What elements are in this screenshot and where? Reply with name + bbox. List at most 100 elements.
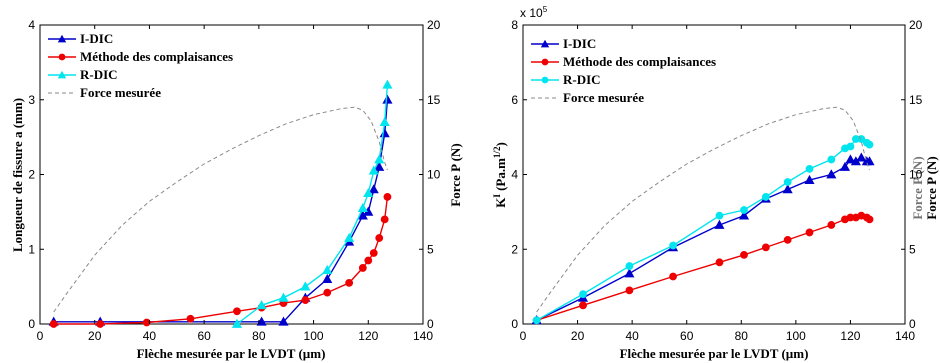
data-point-r-dic <box>532 316 541 325</box>
y2-axis-label: Force P (N) <box>448 143 463 206</box>
data-point-methode-des-complaisances <box>142 318 151 327</box>
data-point-r-dic <box>579 290 587 299</box>
y-tick-label: 6 <box>511 93 518 107</box>
data-point-methode-des-complaisances <box>323 288 332 297</box>
legend-label-r-dic: R-DIC <box>80 67 118 82</box>
series-line-methode-des-complaisances <box>53 196 389 325</box>
data-point-methode-des-complaisances <box>783 236 792 244</box>
y-tick-label: 8 <box>511 18 518 32</box>
data-point-methode-des-complaisances <box>579 301 587 310</box>
data-point-r-dic <box>846 142 855 151</box>
data-point-r-dic <box>669 241 677 250</box>
data-point-r-dic <box>374 154 385 164</box>
legend-marker-methode-des-complaisances <box>541 58 549 66</box>
data-point-methode-des-complaisances <box>301 296 310 304</box>
data-point-methode-des-complaisances <box>383 193 392 201</box>
legend-marker-r-dic <box>541 76 549 84</box>
x-tick-label: 100 <box>304 329 324 343</box>
data-point-r-dic <box>625 262 634 270</box>
data-point-r-dic <box>827 155 836 164</box>
x-tick-label: 120 <box>358 329 378 343</box>
data-point-r-dic <box>865 140 874 149</box>
series-line-force-mesuree <box>53 106 388 313</box>
y2-axis-label-ghost: Force P (N) <box>910 156 925 219</box>
y2-tick-label: 0 <box>427 317 434 331</box>
legend-marker-r-dic <box>57 70 67 79</box>
data-point-i-dic <box>374 161 385 171</box>
data-point-methode-des-complaisances <box>364 256 373 265</box>
data-point-i-dic <box>322 273 333 284</box>
data-point-i-dic <box>379 128 390 138</box>
data-point-r-dic <box>740 206 748 214</box>
data-point-methode-des-complaisances <box>380 215 389 224</box>
data-point-i-dic <box>368 184 379 194</box>
data-point-i-dic <box>856 152 867 162</box>
legend-marker-i-dic <box>57 34 67 43</box>
y-tick-label: 0 <box>511 317 518 331</box>
data-point-i-dic <box>624 268 635 278</box>
y-axis-label: Longueur de fissure a (mm) <box>10 98 25 252</box>
data-point-methode-des-complaisances <box>865 215 874 224</box>
legend-label-force-mesuree: Force mesurée <box>563 90 644 105</box>
x-tick-label: 20 <box>571 329 585 343</box>
legend-label-i-dic: I-DIC <box>563 36 596 51</box>
x-tick-label: 140 <box>413 329 433 343</box>
data-point-r-dic <box>231 318 243 328</box>
data-point-methode-des-complaisances <box>186 314 195 323</box>
y-tick-label: 1 <box>28 242 35 256</box>
data-point-i-dic <box>804 174 815 184</box>
x-tick-label: 40 <box>625 329 639 343</box>
data-point-i-dic <box>256 316 267 326</box>
x-tick-label: 0 <box>520 329 527 343</box>
y2-tick-label: 15 <box>427 93 441 107</box>
data-point-r-dic <box>363 187 374 198</box>
data-point-r-dic <box>357 202 368 212</box>
data-point-r-dic <box>322 264 333 275</box>
x-tick-label: 60 <box>197 329 211 343</box>
data-point-i-dic <box>826 169 837 179</box>
y2-tick-label: 0 <box>909 317 916 331</box>
y2-tick-label: 10 <box>427 168 441 182</box>
data-point-methode-des-complaisances <box>827 221 836 229</box>
legend-label-r-dic: R-DIC <box>563 72 601 87</box>
x-tick-label: 60 <box>680 329 694 343</box>
data-point-methode-des-complaisances <box>669 272 677 281</box>
data-point-methode-des-complaisances <box>740 250 748 259</box>
data-point-methode-des-complaisances <box>369 249 378 257</box>
data-point-r-dic <box>761 193 770 201</box>
data-point-methode-des-complaisances <box>375 234 384 242</box>
y-tick-label: 0 <box>28 317 35 331</box>
x-tick-label: 20 <box>88 329 102 343</box>
data-point-methode-des-complaisances <box>358 264 367 272</box>
axis-multiplier: x 105 <box>520 5 548 20</box>
data-point-r-dic <box>715 211 724 220</box>
y-axis-label: KI (Pa.m1/2) <box>492 142 508 208</box>
data-point-methode-des-complaisances <box>345 278 354 287</box>
data-point-methode-des-complaisances <box>49 320 58 328</box>
x-tick-label: 100 <box>786 329 806 343</box>
y2-tick-label: 5 <box>909 242 916 256</box>
data-point-methode-des-complaisances <box>805 228 814 237</box>
x-tick-label: 80 <box>252 329 266 343</box>
data-point-methode-des-complaisances <box>233 307 241 316</box>
data-point-i-dic <box>845 154 856 164</box>
legend-label-i-dic: I-DIC <box>80 31 113 46</box>
data-point-r-dic <box>344 232 355 242</box>
y2-tick-label: 20 <box>909 18 923 32</box>
legend-label-force-mesuree: Force mesurée <box>80 85 161 100</box>
data-point-methode-des-complaisances <box>761 243 770 252</box>
y-tick-label: 3 <box>28 93 35 107</box>
y2-tick-label: 5 <box>427 242 434 256</box>
y-tick-label: 2 <box>511 242 518 256</box>
data-point-r-dic <box>783 178 792 186</box>
data-point-i-dic <box>278 316 289 326</box>
y-tick-label: 2 <box>28 168 35 182</box>
data-point-r-dic <box>278 292 289 302</box>
x-tick-label: 80 <box>735 329 749 343</box>
y2-tick-label: 10 <box>909 168 923 182</box>
x-tick-label: 120 <box>840 329 860 343</box>
legend-marker-methode-des-complaisances <box>58 53 66 61</box>
